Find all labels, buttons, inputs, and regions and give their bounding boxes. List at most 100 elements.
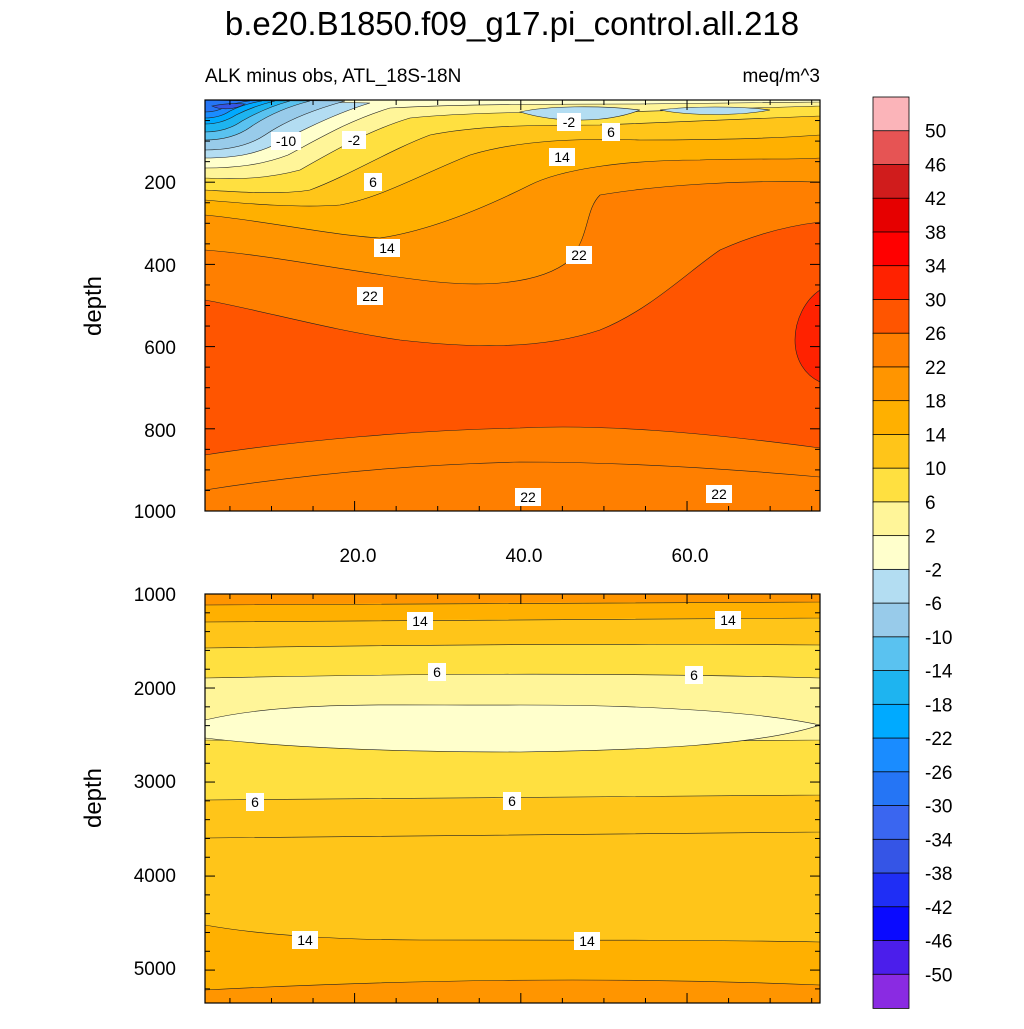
upper-panel: 200 400 600 800 1000 20.0 40.0 60.0 dept…: [80, 99, 821, 567]
svg-text:14: 14: [720, 612, 736, 628]
colorbar-level-label: 30: [925, 290, 946, 311]
svg-text:6: 6: [251, 794, 259, 810]
colorbar-level-label: -2: [925, 560, 942, 581]
upper-y-tick-label: 800: [144, 421, 176, 442]
top-fill-m2: [205, 100, 820, 169]
svg-text:6: 6: [607, 124, 615, 140]
colorbar-swatch: [872, 805, 910, 841]
svg-text:14: 14: [554, 149, 570, 165]
colorbar-swatch: [872, 535, 910, 571]
colorbar-level-label: 38: [925, 223, 946, 244]
colorbar-swatch: [872, 299, 910, 334]
colorbar-swatch: [872, 467, 910, 503]
svg-text:22: 22: [520, 489, 536, 505]
contour-label: -10: [271, 132, 301, 150]
colorbar-swatch: [872, 872, 910, 908]
upper-y-axis-label: depth: [80, 276, 107, 336]
units-label: meq/m^3: [742, 66, 820, 87]
colorbar-swatch: [872, 670, 910, 706]
svg-text:22: 22: [571, 247, 587, 263]
upper-x-tick-labels: 20.0 40.0 60.0: [340, 546, 709, 567]
x-tick-label: 20.0: [340, 546, 377, 567]
colorbar-level-label: -30: [925, 797, 952, 818]
colorbar-swatch: [872, 231, 910, 267]
colorbar-swatch: [872, 703, 910, 739]
svg-text:-10: -10: [276, 133, 296, 149]
contour-label: 14: [549, 148, 575, 166]
upper-ticks: [205, 100, 820, 512]
lower-y-tick-label: 3000: [134, 772, 176, 793]
contour-label: 6: [602, 123, 620, 141]
colorbar-swatch: [872, 940, 910, 976]
svg-text:6: 6: [433, 664, 441, 680]
contour-label: 22: [515, 488, 541, 506]
upper-y-tick-label: 600: [144, 338, 176, 359]
upper-y-tick-label: 1000: [134, 502, 176, 523]
contour-label: 6: [246, 793, 264, 811]
lower-contour-labels: 14 14 6 6 6 6 14 14: [246, 611, 741, 950]
svg-text:6: 6: [690, 667, 698, 683]
colorbar-swatch: [872, 737, 910, 773]
colorbar-level-label: -34: [925, 830, 953, 851]
contour-label: 14: [292, 931, 318, 949]
lower-y-tick-label: 1000: [134, 585, 176, 606]
colorbar-level-label: 22: [925, 358, 946, 379]
colorbar-swatch: [872, 602, 910, 638]
variable-label: ALK minus obs, ATL_18S-18N: [205, 66, 461, 87]
svg-text:14: 14: [297, 932, 313, 948]
svg-text:14: 14: [412, 613, 428, 629]
colorbar-swatch: [872, 501, 910, 537]
upper-y-tick-labels: 200 400 600 800 1000: [134, 173, 176, 523]
colorbar-level-label: 6: [925, 493, 936, 514]
svg-text:22: 22: [711, 486, 727, 502]
colorbar-level-label: -42: [925, 898, 952, 919]
colorbar-level-label: -50: [925, 965, 952, 986]
colorbar-swatch: [872, 366, 910, 402]
colorbar-swatch: [872, 96, 910, 132]
colorbar-swatch: [872, 197, 910, 233]
top-fill-30: [794, 289, 820, 383]
colorbar-swatch: [872, 906, 910, 942]
contour-label: 14: [574, 932, 600, 950]
upper-contour-labels: -10 -2 -2 6 6 14 14 22 22 22 22: [271, 113, 732, 506]
colorbar-level-label: -18: [925, 695, 952, 716]
x-tick-label: 40.0: [506, 546, 543, 567]
colorbar-level-label: -6: [925, 594, 942, 615]
top-fill-m38: [211, 103, 246, 110]
colorbar-level-label: 14: [925, 425, 947, 446]
svg-text:22: 22: [362, 288, 378, 304]
lower-y-tick-label: 5000: [134, 959, 176, 980]
contour-label: 22: [566, 246, 592, 264]
colorbar-swatch: [872, 771, 910, 807]
contour-label: 22: [357, 287, 383, 305]
colorbar-level-label: -26: [925, 763, 952, 784]
colorbar-level-label: 46: [925, 155, 946, 176]
colorbar-level-label: 42: [925, 189, 946, 210]
svg-text:14: 14: [379, 240, 395, 256]
colorbar-swatch: [872, 400, 910, 436]
svg-text:14: 14: [579, 933, 595, 949]
colorbar-labels: 50 46 42 38 34 30 26 22 18 14 10 6 2 -2 -6 -10 -14 -18 -22…: [925, 122, 953, 987]
colorbar: [872, 96, 910, 1009]
colorbar-swatch: [872, 636, 910, 672]
colorbar-level-label: -14: [925, 662, 953, 683]
colorbar-level-label: 34: [925, 257, 947, 278]
colorbar-level-label: -46: [925, 932, 952, 953]
svg-text:-2: -2: [348, 132, 361, 148]
colorbar-level-label: 18: [925, 392, 946, 413]
svg-text:6: 6: [508, 793, 516, 809]
svg-text:6: 6: [369, 174, 377, 190]
colorbar-swatch: [872, 130, 910, 166]
upper-y-tick-label: 200: [144, 173, 176, 194]
colorbar-level-label: -22: [925, 729, 952, 750]
lower-ticks: [205, 593, 820, 1003]
contour-label: 14: [715, 611, 741, 629]
contour-label: -2: [557, 113, 581, 131]
lower-y-tick-labels: 1000 2000 3000 4000 5000: [134, 585, 176, 980]
lower-y-tick-label: 4000: [134, 866, 176, 887]
x-tick-label: 60.0: [672, 546, 709, 567]
contour-label: 6: [503, 792, 521, 810]
colorbar-swatch: [872, 568, 910, 604]
